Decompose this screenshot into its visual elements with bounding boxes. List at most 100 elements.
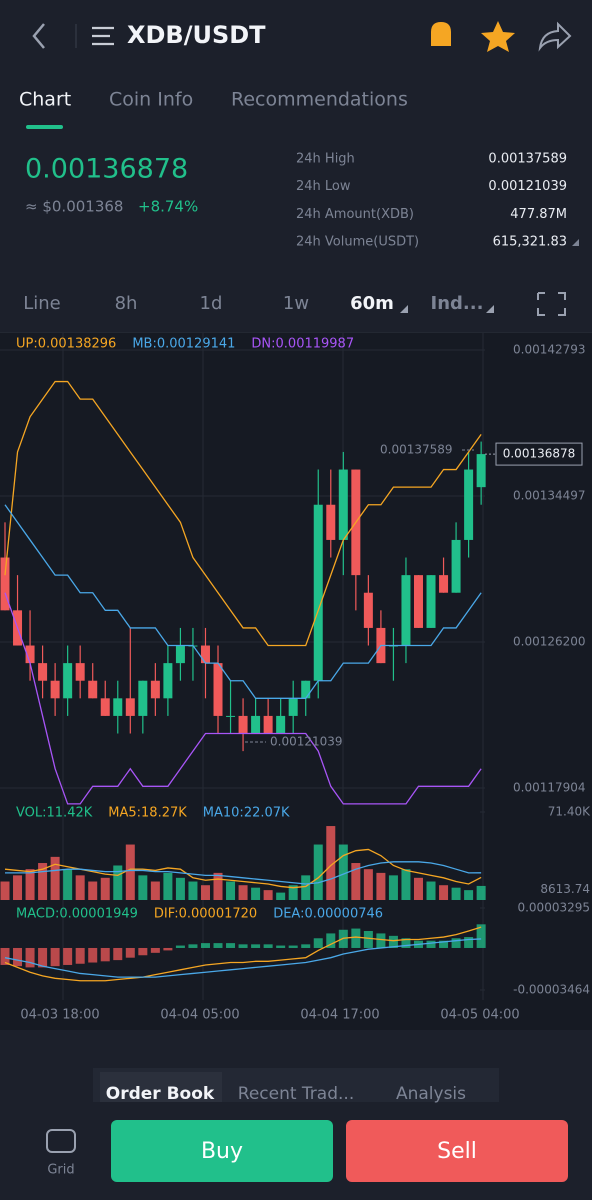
- buy-button[interactable]: [111, 1120, 333, 1182]
- volume-bar: [326, 826, 336, 900]
- interval[interactable]: 1w: [283, 293, 309, 314]
- macd-bar: [288, 945, 298, 948]
- fiat-price: ≈ $0.001368: [25, 198, 123, 216]
- candle-body: [301, 680, 311, 699]
- volume-bar: [263, 890, 273, 900]
- back-button[interactable]: [32, 23, 45, 49]
- candle-body: [213, 663, 223, 716]
- candle-body: [288, 698, 298, 716]
- tab[interactable]: Recent Trad...: [238, 1084, 354, 1104]
- buy-label[interactable]: Buy: [201, 1139, 243, 1164]
- candle-body: [200, 645, 210, 664]
- sell-button[interactable]: [346, 1120, 568, 1182]
- macd-bar: [150, 947, 160, 953]
- low-annotation: 0.00121039: [270, 735, 343, 749]
- volume-bar: [213, 872, 223, 900]
- volume-bar: [13, 875, 23, 900]
- favorite-icon[interactable]: [481, 21, 515, 52]
- interval[interactable]: Line: [23, 293, 61, 314]
- stat-value: 0.00121039: [488, 179, 567, 194]
- macd-bar: [175, 945, 185, 948]
- sell-label[interactable]: Sell: [437, 1139, 477, 1164]
- macd-bar: [13, 947, 23, 967]
- volume-bar: [301, 875, 311, 900]
- stat-value: 0.00137589: [488, 152, 567, 167]
- macd-bar: [263, 944, 273, 948]
- macd-bar: [125, 947, 135, 958]
- legend-entry: VOL:11.42K: [16, 806, 93, 821]
- candle-body: [88, 680, 98, 699]
- candle-body: [63, 663, 73, 699]
- volume-bar: [163, 872, 173, 900]
- legend-entry: DEA:0.00000746: [273, 907, 383, 922]
- macd-bar: [50, 947, 60, 967]
- active-tab: [100, 1072, 222, 1102]
- macd-bar: [188, 944, 198, 948]
- indicator-line: [5, 861, 482, 885]
- fullscreen-icon[interactable]: [537, 292, 566, 316]
- candle-body: [100, 698, 110, 716]
- macd-bar: [63, 947, 73, 965]
- menu-icon[interactable]: [92, 26, 114, 46]
- interval[interactable]: 60m: [350, 293, 394, 314]
- legend-entry: DN:0.00119987: [251, 337, 354, 352]
- last-price-label: 0.00136878: [503, 447, 576, 461]
- volume-bar: [351, 863, 361, 900]
- grid-label[interactable]: Grid: [47, 1163, 74, 1178]
- y-tick-label: 0.00134497: [513, 488, 586, 502]
- candle-body: [138, 680, 148, 716]
- tab[interactable]: Chart: [19, 89, 71, 111]
- volume-bar: [63, 869, 73, 900]
- candle-body: [75, 663, 85, 681]
- indicator-line: [4, 592, 482, 805]
- y-tick-label: 0.00142793: [513, 343, 586, 357]
- volume-bar: [388, 875, 398, 900]
- macd-bar: [38, 947, 48, 968]
- macd-bar: [138, 947, 148, 956]
- high-annotation: 0.00137589: [380, 443, 453, 457]
- indicator-line: [4, 926, 482, 982]
- dropdown-icon: [486, 305, 494, 313]
- alert-icon[interactable]: [431, 22, 451, 46]
- dropdown-icon: [400, 305, 408, 313]
- candle-body: [326, 504, 336, 540]
- macd-bar: [376, 933, 386, 948]
- macd-bar: [301, 944, 311, 948]
- tab[interactable]: Coin Info: [109, 89, 193, 111]
- tab[interactable]: Analysis: [396, 1084, 466, 1104]
- volume-bar: [401, 869, 411, 900]
- y-tick-label: 8613.74: [540, 882, 590, 896]
- interval[interactable]: 1d: [200, 293, 223, 314]
- volume-bar: [188, 881, 198, 900]
- candle-body: [125, 698, 135, 716]
- tab[interactable]: Order Book: [106, 1084, 215, 1104]
- change: +8.74%: [138, 198, 198, 216]
- tab[interactable]: Recommendations: [231, 89, 408, 111]
- volume-bar: [426, 881, 436, 900]
- macd-bar: [426, 940, 436, 948]
- share-icon[interactable]: [538, 21, 572, 52]
- volume-bar: [313, 844, 323, 900]
- volume-bar: [413, 877, 423, 900]
- stat-label: 24h Low: [296, 179, 351, 194]
- x-tick-label: 04-04 05:00: [160, 1008, 239, 1023]
- candle-body: [276, 715, 286, 734]
- volume-bar: [338, 844, 348, 900]
- interval[interactable]: 8h: [115, 293, 138, 314]
- volume-bar: [100, 877, 110, 900]
- macd-bar: [226, 943, 236, 948]
- volume-bar: [175, 877, 185, 900]
- stat-value: 477.87M: [510, 207, 567, 222]
- volume-bar: [376, 872, 386, 900]
- macd-bar: [351, 928, 361, 948]
- interval[interactable]: Ind...: [431, 293, 484, 314]
- indicator-line: [4, 380, 482, 647]
- grid-icon[interactable]: [46, 1129, 76, 1153]
- volume-bar: [113, 865, 123, 900]
- indicator-line: [4, 938, 482, 978]
- macd-bar: [200, 943, 210, 948]
- candle-body: [338, 469, 348, 540]
- candle-body: [238, 715, 248, 734]
- candle-body: [25, 645, 35, 664]
